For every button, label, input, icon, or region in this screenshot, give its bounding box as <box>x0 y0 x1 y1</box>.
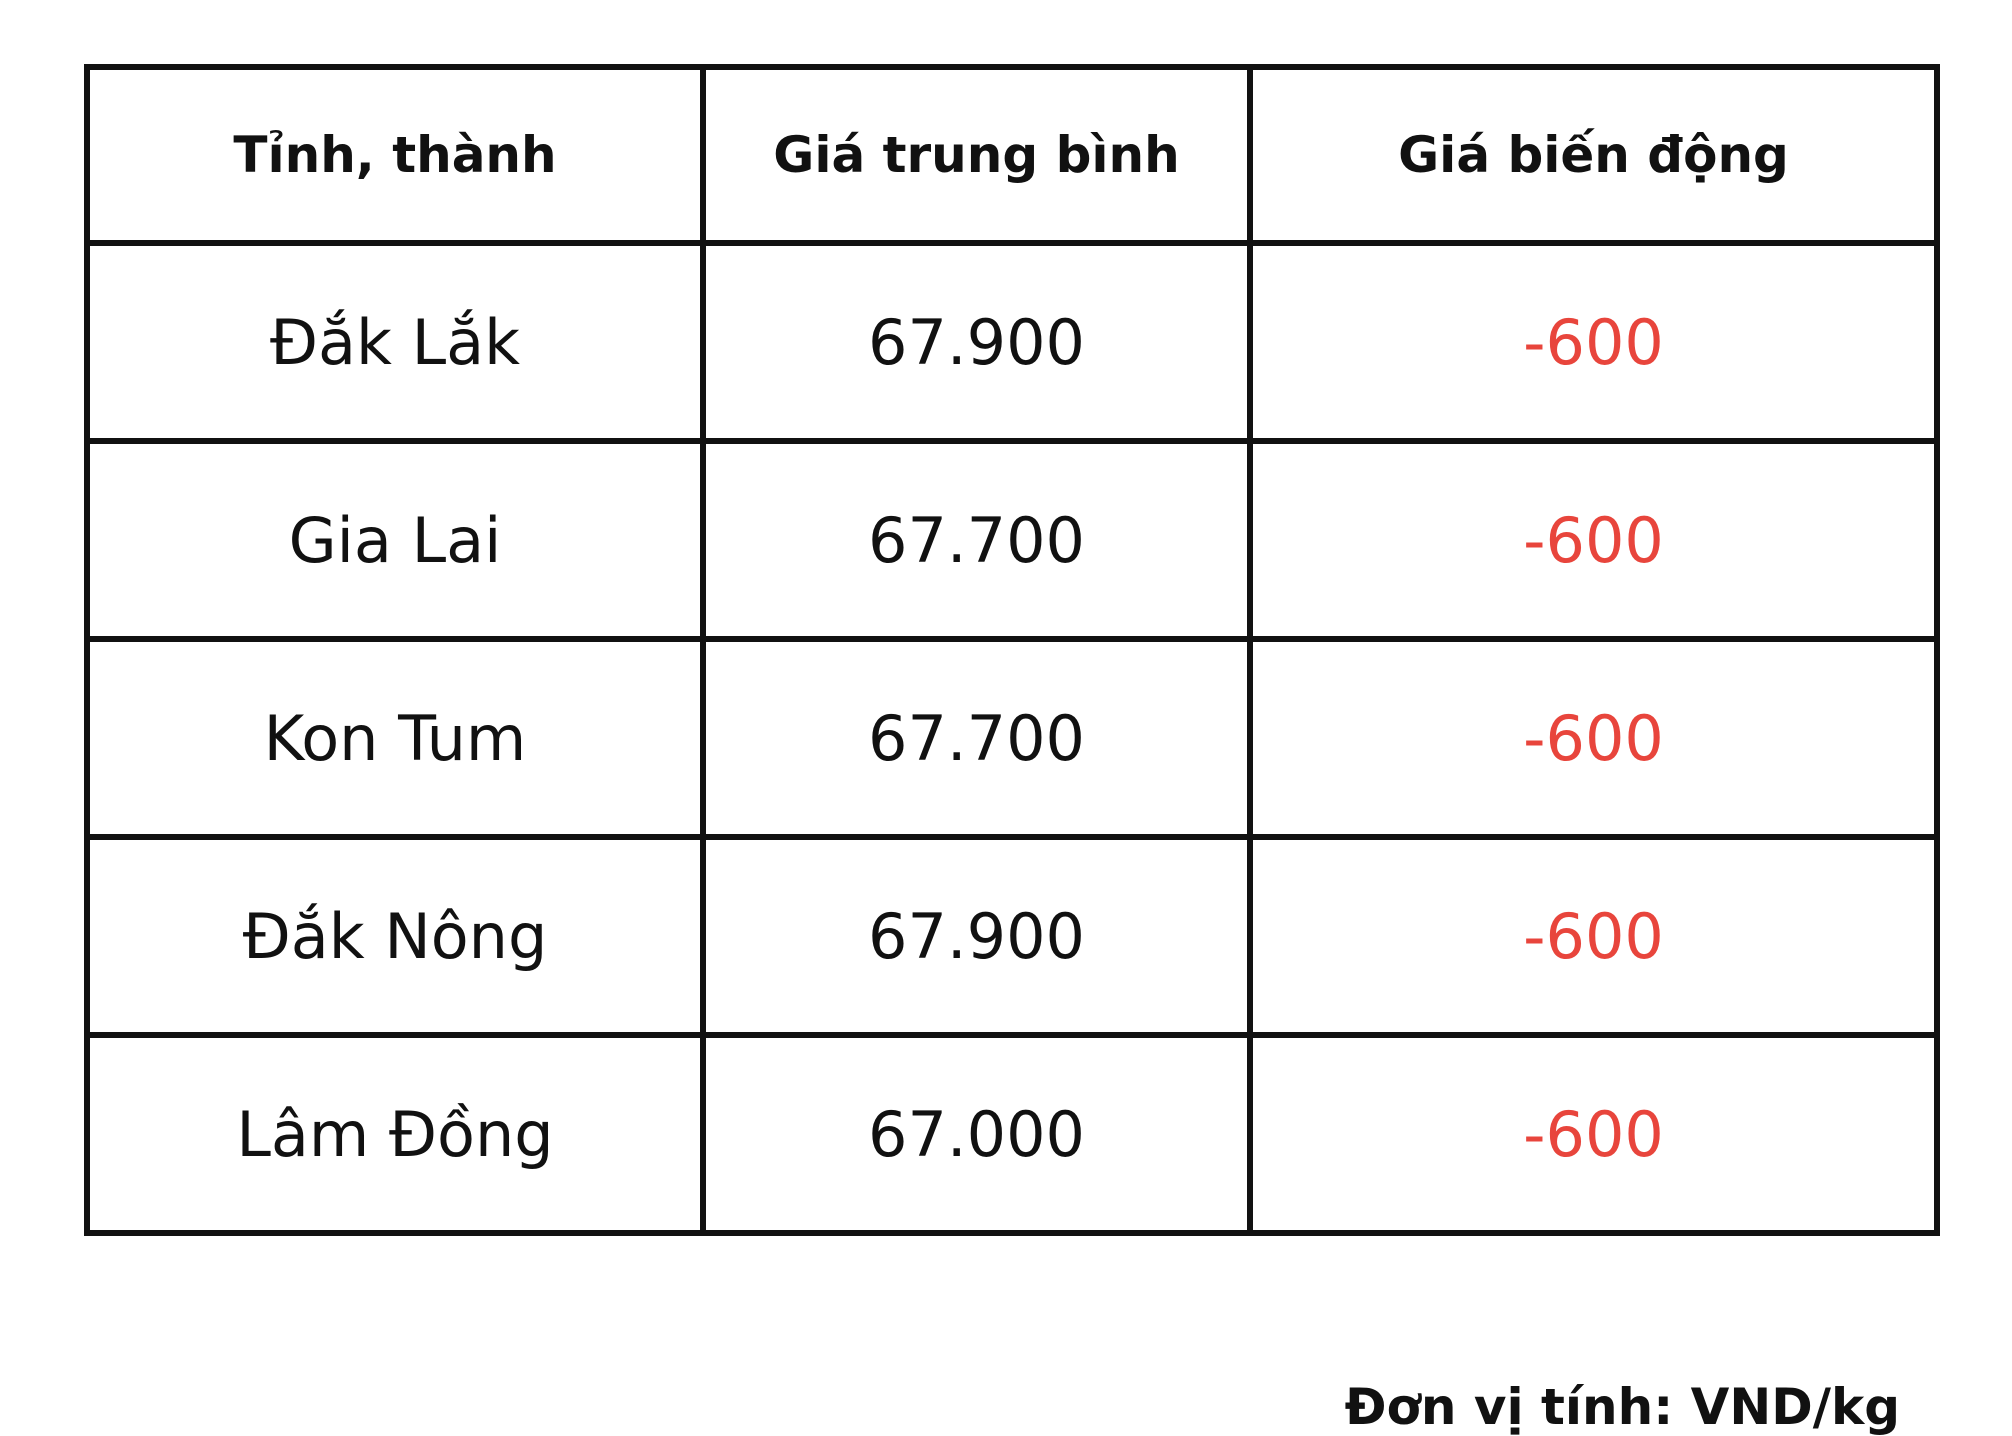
price-change-cell: -600 <box>1247 834 1940 1038</box>
province-cell: Lâm Đồng <box>84 1032 706 1236</box>
price-table: Tỉnh, thành Giá trung bình Giá biến động… <box>84 64 1940 1236</box>
header-province: Tỉnh, thành <box>84 64 706 246</box>
table-row: Kon Tum 67.700 -600 <box>84 636 1940 840</box>
average-price-cell: 67.000 <box>700 1032 1253 1236</box>
price-change-cell: -600 <box>1247 240 1940 444</box>
average-price-cell: 67.900 <box>700 834 1253 1038</box>
table-row: Đắk Nông 67.900 -600 <box>84 834 1940 1038</box>
table-row: Đắk Lắk 67.900 -600 <box>84 240 1940 444</box>
price-change-cell: -600 <box>1247 1032 1940 1236</box>
header-average-price: Giá trung bình <box>700 64 1253 246</box>
table-row: Lâm Đồng 67.000 -600 <box>84 1032 1940 1236</box>
price-change-cell: -600 <box>1247 438 1940 642</box>
average-price-cell: 67.700 <box>700 438 1253 642</box>
province-cell: Kon Tum <box>84 636 706 840</box>
province-cell: Đắk Lắk <box>84 240 706 444</box>
table-header-row: Tỉnh, thành Giá trung bình Giá biến động <box>84 64 1940 246</box>
average-price-cell: 67.700 <box>700 636 1253 840</box>
unit-note: Đơn vị tính: VND/kg <box>1344 1378 1900 1436</box>
province-cell: Đắk Nông <box>84 834 706 1038</box>
header-price-change: Giá biến động <box>1247 64 1940 246</box>
price-change-cell: -600 <box>1247 636 1940 840</box>
table-row: Gia Lai 67.700 -600 <box>84 438 1940 642</box>
province-cell: Gia Lai <box>84 438 706 642</box>
average-price-cell: 67.900 <box>700 240 1253 444</box>
